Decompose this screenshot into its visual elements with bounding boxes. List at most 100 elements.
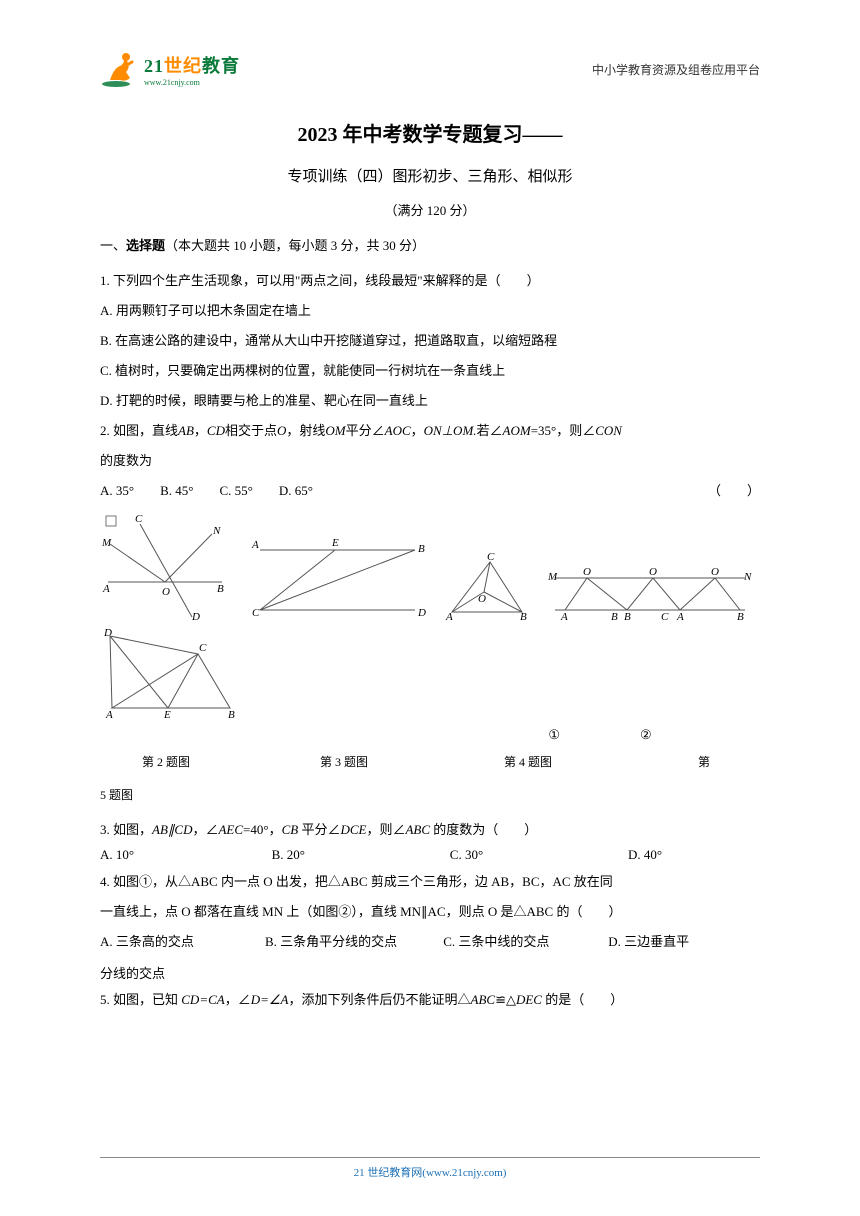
figure-captions: 第 2 题图 第 3 题图 第 4 题图 第	[100, 753, 760, 770]
q5-t7: ABC	[471, 992, 496, 1007]
logo-text: 21世纪教育 www.21cnjy.com	[144, 52, 240, 87]
question-1-opt-d: D. 打靶的时候，眼睛要与枪上的准星、靶心在同一直线上	[100, 388, 760, 414]
q3-opt-d: D. 40°	[628, 847, 760, 863]
svg-text:M: M	[101, 537, 112, 549]
svg-text:N: N	[212, 525, 221, 537]
label-circle-2: ②	[640, 727, 652, 743]
q4-opt-d: D. 三边垂直平	[608, 929, 760, 955]
svg-text:O: O	[583, 566, 591, 578]
svg-text:E: E	[331, 537, 339, 549]
q3-t3: ，∠	[192, 822, 218, 837]
q2-om: OM	[325, 423, 345, 438]
q3-t7: 平分∠	[298, 822, 340, 837]
svg-text:O: O	[649, 566, 657, 578]
q3-t10: ABC	[405, 822, 430, 837]
question-2-options: A. 35° B. 45° C. 55° D. 65°	[100, 478, 760, 504]
question-5-stem: 5. 如图，已知 CD=CA，∠D=∠A，添加下列条件后仍不能证明△ABC≌△D…	[100, 987, 760, 1013]
figure-q4-2: M O O O N A B B C A B	[545, 562, 755, 622]
svg-text:B: B	[217, 583, 224, 595]
question-4-line1: 4. 如图①，从△ABC 内一点 O 出发，把△ABC 剪成三个三角形，边 AB…	[100, 869, 760, 895]
page-header: 21世纪教育 www.21cnjy.com 中小学教育资源及组卷应用平台	[100, 50, 760, 88]
q5-t2: CD=CA	[181, 992, 224, 1007]
q3-opt-a: A. 10°	[100, 847, 272, 863]
svg-text:B: B	[228, 709, 235, 721]
q4-opt-c: C. 三条中线的交点	[443, 929, 608, 955]
logo-url: www.21cnjy.com	[144, 78, 240, 87]
figure-q3: A E B C D	[240, 532, 430, 622]
q3-opt-c: C. 30°	[450, 847, 628, 863]
svg-text:B: B	[520, 611, 527, 622]
q3-t8: DCE	[340, 822, 366, 837]
figure-q2: M C N A O B D	[100, 512, 230, 622]
q3-t9: ，则∠	[366, 822, 405, 837]
q5-t10: 的是（ ）	[542, 992, 623, 1007]
figure-q4-1: A B C O	[440, 550, 535, 622]
svg-text:C: C	[252, 607, 260, 619]
caption-fig4: 第 4 题图	[504, 753, 552, 770]
svg-text:B: B	[611, 611, 618, 622]
title-sub: 专项训练（四）图形初步、三角形、相似形	[100, 165, 760, 186]
q2-con: CON	[595, 423, 622, 438]
logo-part-1: 21	[144, 56, 164, 76]
q5-t9: DEC	[516, 992, 542, 1007]
q2-o: O	[277, 423, 286, 438]
section-bold: 选择题	[126, 238, 165, 253]
figure-circled-labels: ①②	[100, 727, 760, 743]
question-2-stem-2: 的度数为	[100, 448, 760, 474]
logo-runner-icon	[100, 50, 140, 88]
question-1-stem: 1. 下列四个生产生活现象，可以用"两点之间，线段最短"来解释的是（ ）	[100, 268, 760, 294]
q3-t6: CB	[282, 822, 299, 837]
q2-aoc: AOC	[385, 423, 411, 438]
svg-text:D: D	[103, 627, 112, 639]
q2-opt-c: C. 55°	[220, 483, 253, 498]
svg-text:A: A	[560, 611, 568, 622]
logo-part-2: 世纪	[164, 56, 202, 76]
logo-part-3: 教育	[202, 56, 240, 76]
q3-opt-b: B. 20°	[272, 847, 450, 863]
question-3-stem: 3. 如图，AB∥CD，∠AEC=40°，CB 平分∠DCE，则∠ABC 的度数…	[100, 817, 760, 843]
question-1-opt-a: A. 用两颗钉子可以把木条固定在墙上	[100, 298, 760, 324]
figures-row-1: M C N A O B D A E B C	[100, 512, 760, 622]
q2-text-1: 2. 如图，直线	[100, 423, 178, 438]
q5-t3: ，∠	[225, 992, 251, 1007]
question-2-stem: 2. 如图，直线AB，CD相交于点O，射线OM平分∠AOC，ON⊥OM.若∠AO…	[100, 418, 760, 444]
q2-cd: CD	[207, 423, 225, 438]
svg-text:O: O	[162, 586, 170, 598]
q3-t5: =40°，	[243, 822, 282, 837]
q3-t2: AB∥CD	[152, 822, 192, 837]
q5-t6: ，添加下列条件后仍不能证明△	[289, 992, 471, 1007]
q5-t5: =∠A	[260, 992, 288, 1007]
svg-text:A: A	[676, 611, 684, 622]
q2-paren-text: （ ）	[708, 478, 760, 504]
header-platform-text: 中小学教育资源及组卷应用平台	[592, 61, 760, 78]
q2-text-6: =35°，则∠	[531, 423, 596, 438]
q2-text-4: 平分∠	[346, 423, 385, 438]
svg-text:B: B	[737, 611, 744, 622]
svg-text:C: C	[135, 513, 143, 525]
svg-text:C: C	[661, 611, 669, 622]
q2-text-3: 射线	[299, 423, 325, 438]
caption-fig5: 5 题图	[100, 786, 760, 803]
question-3-options: A. 10° B. 20° C. 30° D. 40°	[100, 847, 760, 863]
q2-opt-d: D. 65°	[279, 483, 313, 498]
question-1-opt-c: C. 植树时，只要确定出两棵树的位置，就能使同一行树坑在一条直线上	[100, 358, 760, 384]
q4-opt-a: A. 三条高的交点	[100, 929, 265, 955]
logo-title: 21世纪教育	[144, 52, 240, 78]
caption-fig3: 第 3 题图	[320, 753, 368, 770]
svg-text:A: A	[105, 709, 113, 721]
svg-text:B: B	[624, 611, 631, 622]
svg-text:E: E	[163, 709, 171, 721]
q2-ab: AB	[178, 423, 194, 438]
footer-text: 21 世纪教育网(www.21cnjy.com)	[0, 1164, 860, 1180]
caption-fig2: 第 2 题图	[142, 753, 190, 770]
q2-onom: ON⊥OM.	[424, 423, 477, 438]
q2-text-2: 相交于点	[225, 423, 277, 438]
svg-text:C: C	[199, 642, 207, 654]
svg-text:C: C	[487, 551, 495, 563]
title-main: 2023 年中考数学专题复习——	[100, 118, 760, 147]
svg-text:N: N	[743, 571, 752, 583]
svg-text:B: B	[418, 543, 425, 555]
label-circle-1: ①	[548, 727, 560, 743]
svg-text:M: M	[547, 571, 558, 583]
q3-t1: 3. 如图，	[100, 822, 152, 837]
